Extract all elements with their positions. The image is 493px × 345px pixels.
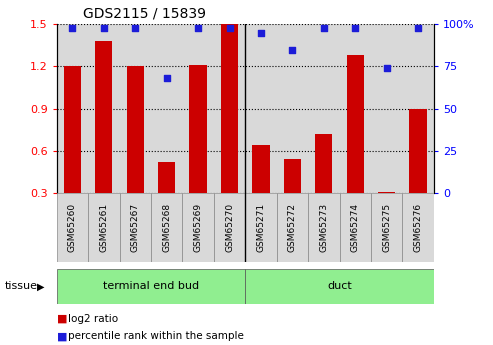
Text: ■: ■ — [57, 332, 67, 341]
Text: duct: duct — [327, 282, 352, 291]
Bar — [182, 193, 214, 262]
Bar — [245, 193, 277, 262]
Bar — [221, 24, 238, 193]
Text: GSM65276: GSM65276 — [414, 203, 423, 252]
Text: GSM65270: GSM65270 — [225, 203, 234, 252]
Point — [194, 25, 202, 30]
Point — [320, 25, 328, 30]
Bar — [284, 159, 301, 193]
Text: percentile rank within the sample: percentile rank within the sample — [68, 332, 244, 341]
Bar — [315, 134, 332, 193]
Text: ■: ■ — [57, 314, 67, 324]
Bar — [308, 193, 340, 262]
Text: GSM65273: GSM65273 — [319, 203, 328, 252]
Bar — [214, 193, 246, 262]
Text: GDS2115 / 15839: GDS2115 / 15839 — [83, 6, 206, 20]
Text: GSM65260: GSM65260 — [68, 203, 77, 252]
Point — [352, 25, 359, 30]
Point — [288, 47, 296, 52]
Bar — [95, 41, 112, 193]
Text: GSM65272: GSM65272 — [288, 203, 297, 252]
Bar — [402, 193, 434, 262]
Point — [69, 25, 76, 30]
Point — [257, 30, 265, 36]
Bar — [378, 192, 395, 193]
Text: GSM65267: GSM65267 — [131, 203, 140, 252]
Bar — [151, 193, 182, 262]
Point — [100, 25, 108, 30]
Bar — [245, 269, 434, 304]
Bar — [252, 145, 270, 193]
Bar — [277, 193, 308, 262]
Bar — [410, 109, 427, 193]
Point — [226, 25, 234, 30]
Text: GSM65261: GSM65261 — [99, 203, 108, 252]
Bar — [189, 65, 207, 193]
Bar — [127, 66, 144, 193]
Point — [414, 25, 422, 30]
Text: GSM65275: GSM65275 — [382, 203, 391, 252]
Text: GSM65274: GSM65274 — [351, 203, 360, 252]
Bar — [88, 193, 119, 262]
Bar — [340, 193, 371, 262]
Bar — [119, 193, 151, 262]
Bar — [371, 193, 402, 262]
Point — [383, 65, 390, 71]
Text: terminal end bud: terminal end bud — [103, 282, 199, 291]
Bar — [347, 55, 364, 193]
Bar — [57, 269, 245, 304]
Bar — [158, 162, 176, 193]
Text: log2 ratio: log2 ratio — [68, 314, 118, 324]
Text: ▶: ▶ — [37, 282, 44, 291]
Text: GSM65268: GSM65268 — [162, 203, 171, 252]
Text: GSM65271: GSM65271 — [256, 203, 266, 252]
Text: tissue: tissue — [5, 282, 38, 291]
Point — [163, 76, 171, 81]
Point — [131, 25, 139, 30]
Bar — [64, 66, 81, 193]
Text: GSM65269: GSM65269 — [194, 203, 203, 252]
Bar — [57, 193, 88, 262]
